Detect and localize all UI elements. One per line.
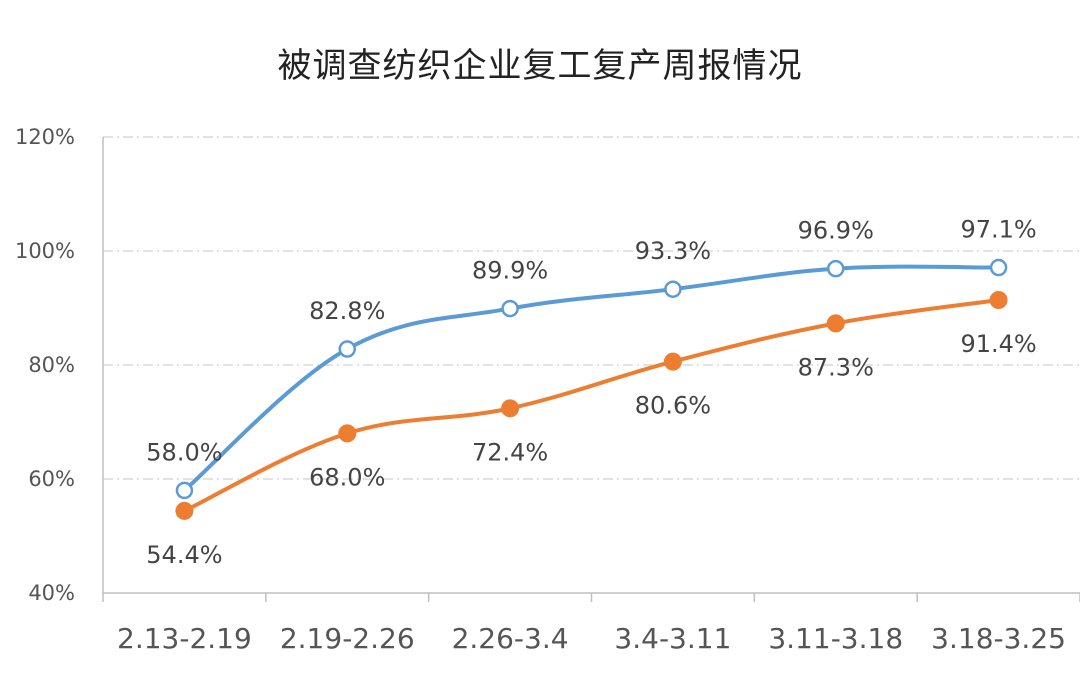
data-point	[338, 424, 357, 443]
x-tick-label: 3.11-3.18	[768, 622, 903, 655]
data-label: 58.0%	[146, 438, 222, 466]
data-label: 72.4%	[472, 438, 548, 466]
series-line-2	[182, 298, 1001, 513]
data-point	[501, 299, 519, 318]
data-point	[989, 258, 1008, 277]
data-point	[175, 501, 194, 520]
data-point	[175, 481, 194, 500]
x-tick-label: 2.19-2.26	[280, 622, 415, 655]
y-tick-label: 40%	[28, 581, 75, 605]
data-point	[827, 259, 845, 278]
data-label: 87.3%	[798, 353, 874, 381]
chart-title: 被调查纺织企业复工复产周报情况	[277, 46, 803, 86]
data-label: 97.1%	[960, 216, 1036, 244]
data-label: 68.0%	[309, 463, 385, 491]
data-label: 91.4%	[960, 330, 1036, 358]
y-tick-label: 80%	[28, 353, 75, 377]
data-label: 54.4%	[146, 541, 222, 569]
y-tick-label: 120%	[15, 125, 75, 149]
x-tick-label: 2.13-2.19	[117, 622, 252, 655]
x-tick-label: 3.4-3.11	[614, 622, 731, 655]
series-line-1	[182, 264, 1001, 493]
data-point	[664, 280, 682, 298]
data-point	[826, 314, 845, 333]
data-label: 93.3%	[635, 237, 711, 265]
data-label: 96.9%	[798, 217, 874, 245]
data-point	[989, 291, 1008, 310]
data-point	[501, 399, 520, 418]
data-label: 89.9%	[472, 257, 548, 285]
data-label: 82.8%	[309, 297, 385, 325]
data-point	[338, 340, 356, 358]
x-tick-label: 2.26-3.4	[452, 622, 569, 655]
x-tick-label: 3.18-3.25	[931, 622, 1066, 655]
data-point	[663, 352, 682, 371]
y-tick-label: 100%	[15, 239, 75, 263]
data-label: 80.6%	[635, 392, 711, 420]
y-tick-label: 60%	[28, 467, 75, 491]
